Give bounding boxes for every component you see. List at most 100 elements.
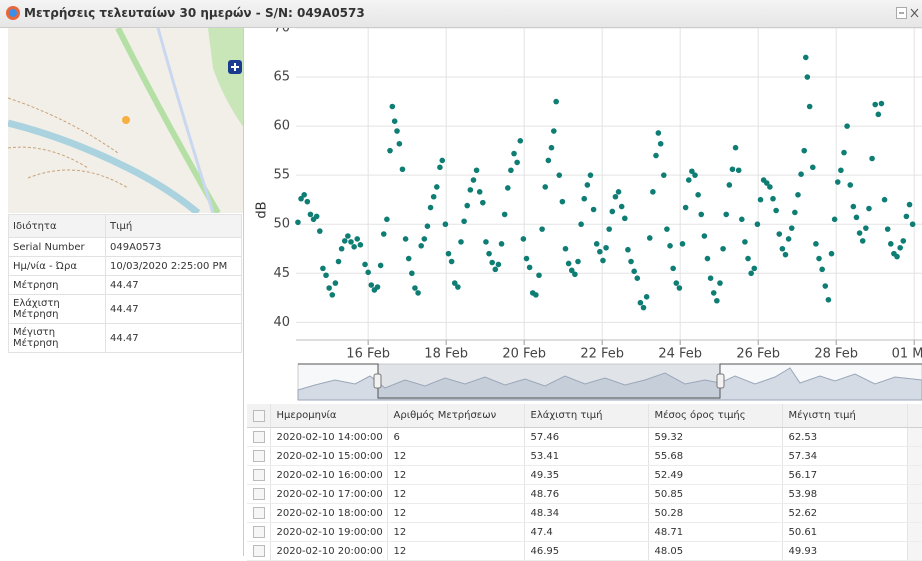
point [751, 266, 757, 272]
window-buttons[interactable] [896, 7, 920, 21]
table-cell: 2020-02-10 17:00:00 [270, 485, 387, 504]
checkbox[interactable] [253, 526, 265, 538]
column-header: Μέσος όρος τιμής [648, 404, 782, 428]
row-checkbox [247, 485, 270, 504]
point [551, 128, 557, 134]
map[interactable] [8, 28, 244, 213]
point [439, 158, 445, 164]
point [511, 151, 517, 157]
table-cell: 2020-02-10 19:00:00 [270, 523, 387, 542]
point [805, 74, 811, 80]
point [888, 241, 894, 247]
point [723, 212, 729, 218]
checkbox[interactable] [253, 450, 265, 462]
point [600, 258, 606, 264]
point [866, 206, 872, 212]
point [474, 167, 480, 173]
point [585, 182, 591, 188]
point [810, 165, 816, 171]
header-cell: Ιδιότητα [9, 215, 106, 238]
scrollbar [907, 404, 922, 428]
checkbox[interactable] [253, 488, 265, 500]
point [597, 249, 603, 255]
point [653, 153, 659, 159]
header-row: ΗμερομηνίαΑριθμός ΜετρήσεωνΕλάχιστη τιμή… [247, 404, 922, 428]
point [502, 212, 508, 218]
row-checkbox [247, 447, 270, 466]
point [351, 244, 357, 250]
point [745, 256, 751, 262]
point [835, 179, 841, 185]
table-cell: 55.68 [648, 447, 782, 466]
property-cell: 049A0573 [106, 238, 242, 257]
point [563, 246, 569, 252]
point [851, 204, 857, 210]
point [720, 246, 726, 252]
point [897, 245, 903, 251]
point [885, 226, 891, 232]
checkbox[interactable] [253, 431, 265, 443]
point [733, 145, 739, 151]
point [406, 256, 412, 262]
table-cell: 2020-02-10 14:00:00 [270, 428, 387, 447]
point [698, 212, 704, 218]
window: Μετρήσεις τελευταίων 30 ημερών - S/N: 04… [0, 0, 922, 556]
checkbox[interactable] [253, 507, 265, 519]
point [773, 208, 779, 214]
point [628, 259, 634, 265]
scrollbar [907, 428, 922, 447]
table-cell: 50.61 [782, 523, 907, 542]
point [776, 231, 782, 237]
point [588, 172, 594, 178]
table-cell: 49.35 [524, 466, 648, 485]
point [667, 243, 673, 249]
point [613, 194, 619, 200]
point [717, 280, 723, 286]
point [872, 102, 878, 108]
table-cell: 59.32 [648, 428, 782, 447]
scrollbar [907, 447, 922, 466]
point [412, 285, 418, 291]
point [489, 260, 495, 266]
checkbox[interactable] [253, 545, 265, 557]
point [496, 262, 502, 268]
point [798, 171, 804, 177]
point [549, 145, 555, 151]
point [575, 259, 581, 265]
point [560, 199, 566, 205]
point [486, 251, 492, 257]
point [711, 290, 717, 296]
point [661, 172, 667, 178]
point [634, 275, 640, 281]
header-cell: Τιμή [106, 215, 242, 238]
table-cell: 12 [387, 504, 524, 523]
point [857, 230, 863, 236]
point [603, 245, 609, 251]
point [397, 141, 403, 147]
point [879, 101, 885, 107]
property-cell: Μέτρηση [9, 276, 106, 295]
point [795, 192, 801, 198]
title-bar: Μετρήσεις τελευταίων 30 ημερών - S/N: 04… [0, 0, 922, 28]
x-tick-label: 24 Feb [658, 347, 702, 362]
point [339, 246, 345, 252]
point [708, 275, 714, 281]
x-tick-label: 26 Feb [736, 347, 780, 362]
table-cell: 12 [387, 485, 524, 504]
point [695, 192, 701, 198]
scrollbar [907, 466, 922, 485]
navigator[interactable] [298, 364, 922, 400]
point [301, 192, 307, 198]
point [714, 298, 720, 304]
point [631, 269, 637, 275]
point [650, 189, 656, 195]
x-tick-label: 22 Feb [580, 347, 624, 362]
point [664, 226, 670, 232]
table-cell: 50.28 [648, 504, 782, 523]
point [428, 205, 434, 211]
point [464, 203, 470, 209]
checkbox[interactable] [253, 469, 265, 481]
point [894, 254, 900, 260]
